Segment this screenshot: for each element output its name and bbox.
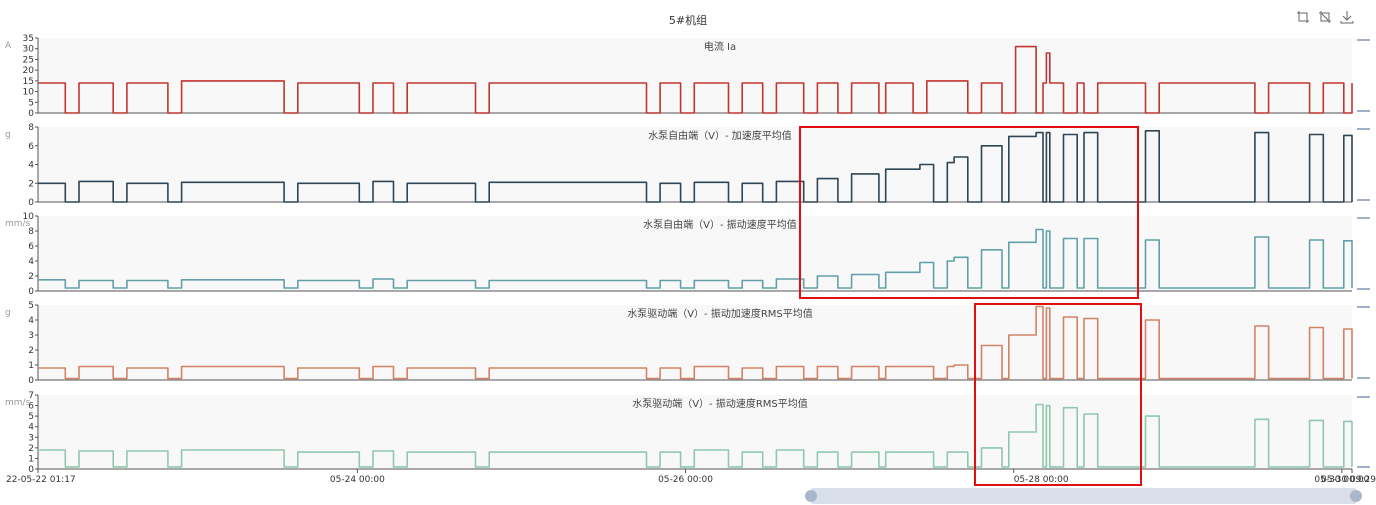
- highlight-box-free-end: [799, 126, 1139, 299]
- x-tick-label: 05-28 00:00: [1014, 475, 1069, 485]
- series-title: 水泵驱动端（V）- 振动速度RMS平均值: [632, 397, 808, 410]
- y-tick-label: 3: [28, 331, 34, 341]
- y-tick-label: 5: [28, 301, 34, 311]
- x-tick-label: 05-24 00:00: [330, 475, 385, 485]
- y-tick-label: 0: [28, 109, 34, 119]
- y-axis-unit: A: [5, 41, 12, 51]
- series-title: 电流 Ia: [704, 40, 736, 53]
- x-tick-label: 22-05-22 01:17: [6, 475, 76, 485]
- y-tick-label: 8: [28, 123, 34, 133]
- y-tick-label: 4: [28, 257, 34, 267]
- y-tick-label: 2: [28, 346, 34, 356]
- y-tick-label: 7: [28, 391, 34, 401]
- chart-title: 5#机组: [668, 14, 708, 27]
- datazoom-selection: [811, 488, 1356, 504]
- y-tick-label: 6: [28, 142, 34, 152]
- y-tick-label: 2: [28, 444, 34, 454]
- y-tick-label: 4: [28, 161, 34, 171]
- y-axis-unit: mm/s: [5, 219, 31, 229]
- y-tick-label: 15: [23, 77, 34, 87]
- y-tick-label: 2: [28, 179, 34, 189]
- plot-area-3: [38, 216, 1352, 291]
- y-axis-unit: g: [5, 130, 11, 140]
- y-tick-label: 20: [23, 66, 35, 76]
- series-line-4: [38, 305, 1353, 380]
- y-tick-label: 1: [28, 361, 34, 371]
- series-title: 水泵自由端（V）- 振动速度平均值: [643, 218, 797, 231]
- y-axis-unit: mm/s: [5, 398, 31, 408]
- y-tick-label: 5: [28, 98, 34, 108]
- zoom-reset-icon[interactable]: [1318, 10, 1332, 24]
- series-line-2: [38, 130, 1353, 203]
- y-tick-label: 6: [28, 242, 34, 252]
- y-tick-label: 0: [28, 376, 34, 386]
- highlight-box-drive-end: [974, 303, 1142, 486]
- y-tick-label: 3: [28, 433, 34, 443]
- y-tick-label: 0: [28, 287, 34, 297]
- y-tick-label: 10: [23, 88, 35, 98]
- download-icon[interactable]: [1340, 10, 1354, 24]
- y-tick-label: 4: [28, 423, 34, 433]
- y-tick-label: 0: [28, 198, 34, 208]
- y-tick-label: 5: [28, 412, 34, 422]
- y-tick-label: 30: [23, 45, 35, 55]
- y-tick-label: 1: [28, 454, 34, 464]
- y-tick-label: 35: [23, 34, 34, 44]
- y-tick-label: 4: [28, 316, 34, 326]
- zoom-icon[interactable]: [1296, 10, 1310, 24]
- series-title: 水泵自由端（V）- 加速度平均值: [648, 129, 792, 142]
- datazoom-handle-right: [1350, 490, 1362, 502]
- x-tick-label: 05-26 00:00: [658, 475, 713, 485]
- datazoom-handle-left: [805, 490, 817, 502]
- y-tick-label: 0: [28, 465, 34, 475]
- series-title: 水泵驱动端（V）- 振动加速度RMS平均值: [627, 307, 813, 320]
- series-line-1: [38, 45, 1353, 114]
- y-tick-label: 10: [23, 212, 35, 222]
- x-tick-label: 05-30 09:29: [1321, 475, 1376, 485]
- y-tick-label: 2: [28, 272, 34, 282]
- series-line-3: [38, 228, 1353, 289]
- y-tick-label: 6: [28, 402, 34, 412]
- y-axis-unit: g: [5, 308, 11, 318]
- y-tick-label: 8: [28, 227, 34, 237]
- toolbox: [1296, 10, 1354, 24]
- y-tick-label: 25: [23, 55, 34, 65]
- series-line-5: [38, 403, 1353, 468]
- x-tick-label: 05-30 00:00: [1314, 475, 1369, 485]
